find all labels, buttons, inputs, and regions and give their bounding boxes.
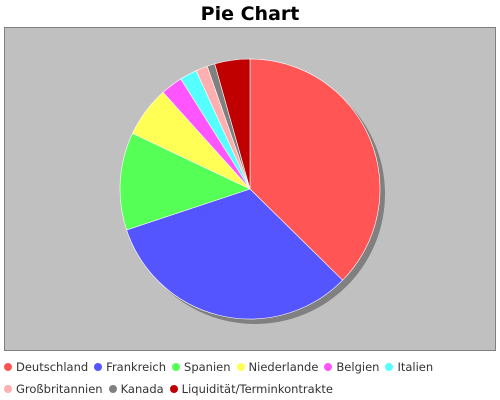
legend-label: Großbritannien	[16, 382, 103, 396]
legend-item-niederlande: Niederlande	[236, 360, 319, 374]
legend-swatch-spanien	[172, 363, 181, 371]
plot-area	[4, 27, 496, 351]
legend-label: Italien	[397, 360, 434, 374]
pie-slice-frankreich[interactable]	[126, 188, 344, 320]
legend-item-liquiditaet-terminkontrakte: Liquidität/Terminkontrakte	[169, 382, 333, 396]
legend-swatch-grossbritannien	[4, 385, 12, 393]
pie-chart	[119, 58, 385, 324]
legend: Deutschland Frankreich Spanien Niederlande B…	[4, 358, 496, 400]
legend-swatch-italien	[385, 363, 394, 371]
legend-item-belgien: Belgien	[324, 360, 379, 374]
legend-swatch-deutschland	[4, 363, 12, 371]
legend-row: Deutschland Frankreich Spanien Niederlande B…	[4, 358, 496, 376]
legend-swatch-belgien	[324, 363, 333, 371]
legend-swatch-niederlande	[236, 363, 245, 371]
pie-slice-spanien[interactable]	[119, 132, 251, 231]
legend-row: Großbritannien Kanada Liquidität/Terminkon…	[4, 380, 496, 398]
legend-item-kanada: Kanada	[108, 382, 164, 396]
legend-label: Belgien	[336, 360, 380, 374]
legend-label: Deutschland	[16, 360, 89, 374]
legend-item-frankreich: Frankreich	[94, 360, 166, 374]
legend-item-spanien: Spanien	[172, 360, 231, 374]
legend-label: Niederlande	[248, 360, 319, 374]
pie-slice-liquiditaet-terminkontrakte[interactable]	[214, 58, 251, 190]
legend-label: Spanien	[184, 360, 231, 374]
legend-swatch-frankreich	[94, 363, 103, 371]
legend-item-grossbritannien: Großbritannien	[4, 382, 103, 396]
legend-swatch-kanada	[108, 385, 117, 393]
legend-label: Liquidität/Terminkontrakte	[181, 382, 333, 396]
chart-title: Pie Chart	[200, 3, 300, 25]
pie-slice-deutschland[interactable]	[249, 58, 381, 281]
legend-label: Kanada	[120, 382, 164, 396]
legend-item-italien: Italien	[385, 360, 433, 374]
legend-item-deutschland: Deutschland	[4, 360, 88, 374]
legend-swatch-liquiditaet-terminkontrakte	[169, 385, 178, 393]
legend-label: Frankreich	[106, 360, 167, 374]
